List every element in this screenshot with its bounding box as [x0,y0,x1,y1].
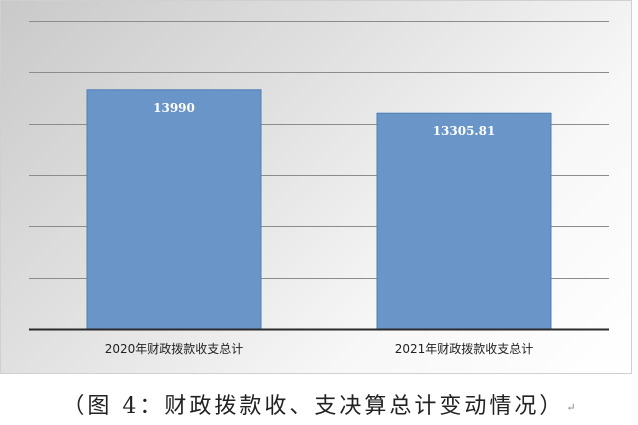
x-tick-label: 2021年财政拨款收支总计 [395,342,534,356]
bar [86,89,262,330]
x-tick-label: 2020年财政拨款收支总计 [105,342,244,356]
data-label: 13305.81 [433,124,496,138]
chart-area: 13990 2020年财政拨款收支总计 13305.81 2021年财政拨款收支总计 [0,0,632,374]
bar-chart: 13990 2020年财政拨款收支总计 13305.81 2021年财政拨款收支总计 [29,21,609,356]
caption-text: （图 4：财政拨款收、支决算总计变动情况） [62,394,565,419]
paragraph-mark-icon: ↵ [566,401,576,414]
data-label: 13990 [153,101,195,115]
bar [376,112,552,330]
figure-caption: （图 4：财政拨款收、支决算总计变动情况） ↵ [0,388,638,420]
